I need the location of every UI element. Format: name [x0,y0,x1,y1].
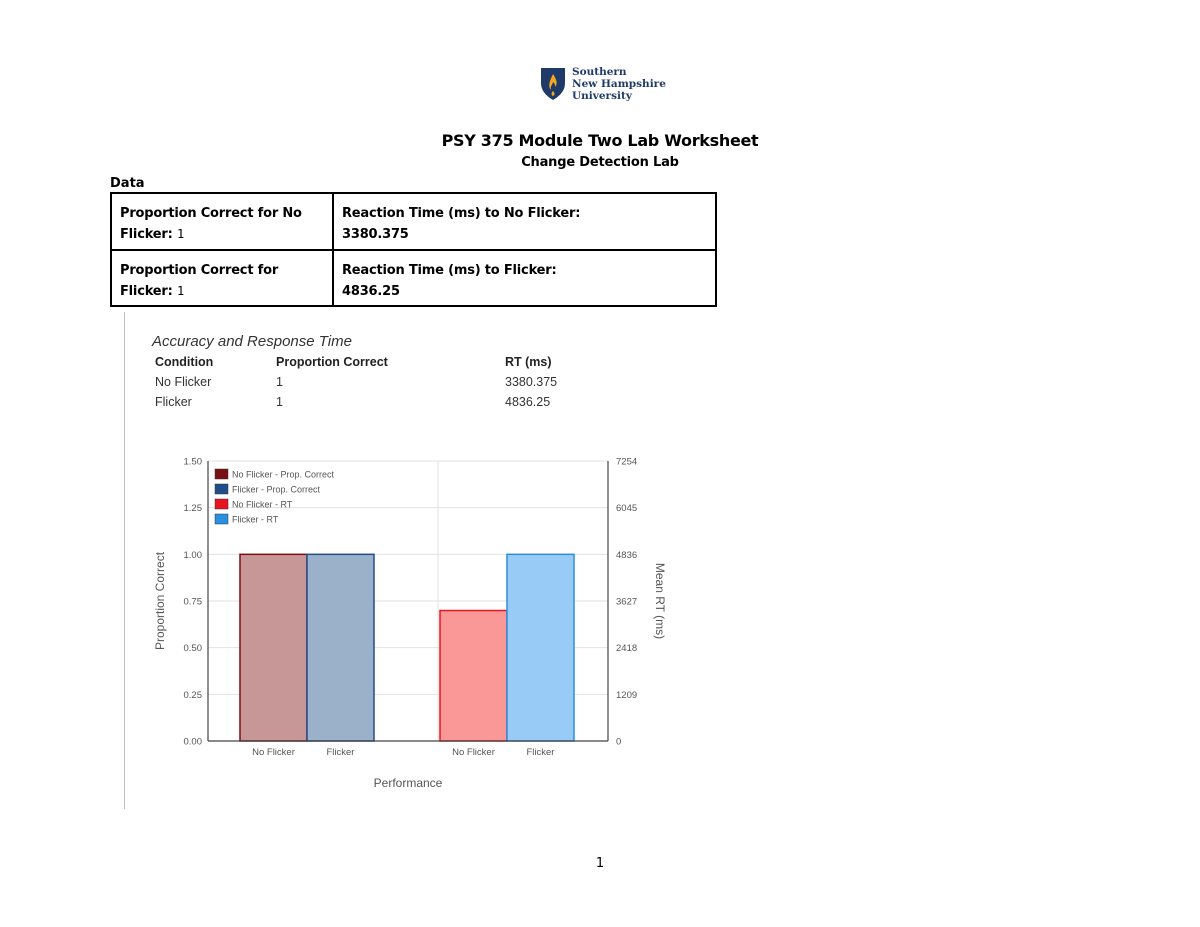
y2-tick-label: 1209 [616,690,637,701]
worksheet-title: PSY 375 Module Two Lab Worksheet [441,131,759,150]
logo-line: Southern [572,66,627,78]
cell-label: Flicker: [120,283,173,299]
cell-value: 1 [176,283,184,298]
cell-label: Flicker: [120,227,173,242]
y2-tick-label: 0 [616,737,621,748]
header-condition: Condition [155,355,214,369]
cell-value: 4836.25 [342,283,400,299]
legend-swatch [214,498,229,510]
cell-label: Reaction Time (ms) to No Flicker: [342,206,581,221]
y-tick-label: 1.00 [184,550,203,561]
chart-bar [239,553,308,742]
logo-line: New Hampshire [572,78,666,90]
x-axis-title: Performance [374,776,443,790]
legend-label: No Flicker - RT [232,500,293,510]
y-tick-label: 0.75 [184,597,203,608]
shield-flame-icon [541,68,565,100]
y-tick-label: 0.25 [184,690,203,701]
logo-wordmark: Southern New Hampshire University [572,66,666,102]
data-table: Proportion Correct for No Flicker: 1 Rea… [110,192,717,307]
y2-tick-label: 6045 [616,503,637,514]
legend-label: No Flicker - Prop. Correct [232,470,335,480]
y-tick-label: 1.25 [184,503,203,514]
cell-label: Proportion Correct for No [120,206,302,221]
x-tick-label: Flicker [327,747,355,758]
chart-bar [439,609,508,742]
table-row: Proportion Correct for No Flicker: 1 Rea… [110,192,717,251]
subtitle-text: Change Detection Lab [521,155,679,170]
cell-label: Proportion Correct for [120,262,279,278]
results-title: Accuracy and Response Time [152,333,352,350]
legend-label: Flicker - RT [232,515,279,525]
y2-tick-label: 4836 [616,550,637,561]
cell-value: 3380.375 [342,227,409,242]
page-number: 1 [595,856,605,871]
x-tick-label: Flicker [527,747,555,758]
left-rule [124,312,125,809]
chart-bar [506,553,575,742]
legend-swatch [214,513,229,525]
y2-axis-title: Mean RT (ms) [653,563,667,639]
table-row: Proportion Correct for Flicker: 1 Reacti… [110,248,717,307]
y-tick-label: 1.50 [184,457,203,468]
y-axis-title: Proportion Correct [153,551,167,650]
cell-condition: Flicker [155,395,192,409]
worksheet-subtitle: Change Detection Lab [0,155,1200,170]
header-prop-correct: Proportion Correct [276,355,388,369]
x-tick-label: No Flicker [252,747,295,758]
cell-rt: 3380.375 [505,375,558,389]
y2-tick-label: 3627 [616,597,637,608]
x-tick-label: No Flicker [452,747,495,758]
y2-tick-label: 2418 [616,643,637,654]
accuracy-rt-chart: 0.00 0 0.25 1209 0.50 2418 0.75 3627 1.00 4836 1.2… [153,457,667,791]
university-logo: Southern New Hampshire University [540,64,670,104]
rt-flicker-cell: Reaction Time (ms) to Flicker: 4836.25 [332,248,717,307]
header-rt: RT (ms) [505,355,552,369]
legend-label: Flicker - Prop. Correct [232,485,321,495]
cell-prop-correct: 1 [276,375,283,389]
cell-label: Reaction Time (ms) to Flicker: [342,262,557,278]
y2-tick-label: 7254 [616,457,637,468]
cell-value: 1 [176,227,184,241]
chart-bar [306,553,375,742]
legend-swatch [214,468,229,480]
data-section-label: Data [110,176,145,191]
cell-prop-correct: 1 [276,395,283,409]
prop-correct-no-flicker-cell: Proportion Correct for No Flicker: 1 [110,192,334,251]
cell-rt: 4836.25 [505,395,551,409]
cell-condition: No Flicker [155,375,212,389]
logo-line: University [572,90,632,102]
rt-no-flicker-cell: Reaction Time (ms) to No Flicker: 3380.3… [332,192,717,251]
y-tick-label: 0.50 [184,643,203,654]
legend-swatch [214,483,229,495]
prop-correct-flicker-cell: Proportion Correct for Flicker: 1 [110,248,334,307]
y-tick-label: 0.00 [184,737,203,748]
